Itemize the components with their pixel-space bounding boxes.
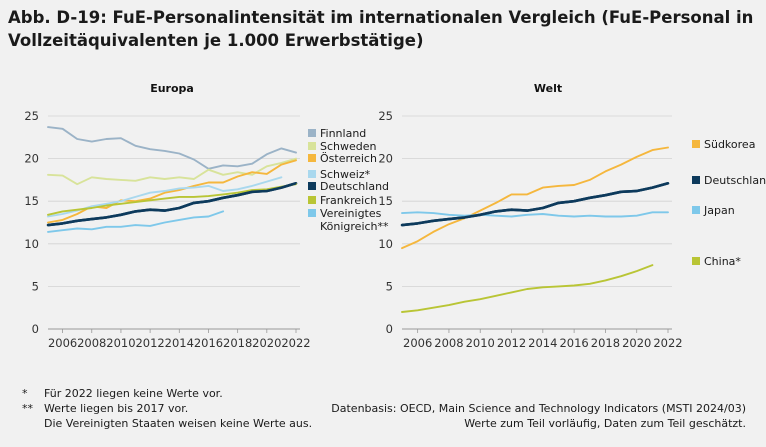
chart-title: Abb. D-19: FuE-Personalintensität im int… <box>8 8 754 50</box>
legend-swatch <box>308 209 316 217</box>
legend-label: Südkorea <box>704 138 755 151</box>
series-line-4 <box>401 264 654 313</box>
legend-label: Vereinigtes <box>320 207 382 220</box>
footnote-mark <box>22 416 44 431</box>
y-tick-label: 10 <box>378 237 393 251</box>
legend-label: Frankreich <box>320 194 377 207</box>
x-tick-label: 2020 <box>622 336 651 350</box>
legend-label: Königreich** <box>320 220 389 233</box>
x-tick-label: 2010 <box>466 336 495 350</box>
legend-label: Österreich <box>320 152 377 165</box>
series-line-7 <box>47 210 225 233</box>
footnote-text: Die Vereinigten Staaten weisen keine Wer… <box>44 417 313 430</box>
panel-title: Europa <box>150 82 194 95</box>
source-note: Datenbasis: OECD, Main Science and Techn… <box>331 401 746 431</box>
legend-swatch <box>308 170 316 178</box>
legend-label: Deutschland <box>704 174 766 187</box>
series-line-2 <box>47 157 297 186</box>
legend-label: Japan <box>703 204 735 217</box>
y-tick-label: 25 <box>24 109 39 123</box>
x-tick-label: 2018 <box>223 336 252 350</box>
x-tick-label: 2008 <box>434 336 463 350</box>
x-tick-label: 2020 <box>252 336 281 350</box>
y-tick-label: 15 <box>378 194 393 208</box>
x-tick-label: 2012 <box>497 336 526 350</box>
y-tick-label: 20 <box>24 152 39 166</box>
x-tick-label: 2014 <box>165 336 194 350</box>
x-tick-label: 2016 <box>194 336 223 350</box>
legend-swatch <box>308 129 316 137</box>
footnote-text: Für 2022 liegen keine Werte vor. <box>44 387 223 400</box>
footnote-text: Werte liegen bis 2017 vor. <box>44 402 189 415</box>
series-line-highlight <box>401 182 669 227</box>
legend-swatch <box>692 206 700 214</box>
footnote-3: Die Vereinigten Staaten weisen keine Wer… <box>22 416 312 431</box>
footnote-mark: * <box>22 387 28 400</box>
series-line-3 <box>401 211 669 218</box>
legend-swatch <box>308 182 316 190</box>
x-tick-label: 2012 <box>135 336 164 350</box>
series-line-highlight <box>47 182 297 227</box>
footnote-1: * Für 2022 liegen keine Werte vor. <box>22 386 312 401</box>
legend-label: Finnland <box>320 127 366 140</box>
x-tick-label: 2014 <box>528 336 557 350</box>
legend-label: Schweden <box>320 140 377 153</box>
legend-swatch <box>308 154 316 162</box>
legend-label: China* <box>704 255 741 268</box>
x-tick-label: 2018 <box>591 336 620 350</box>
series-line-1 <box>47 126 297 170</box>
y-tick-label: 0 <box>386 322 393 336</box>
y-tick-label: 5 <box>386 279 393 293</box>
legend-swatch <box>692 140 700 148</box>
y-tick-label: 10 <box>24 237 39 251</box>
legend-label: Deutschland <box>320 180 389 193</box>
footnotes: * Für 2022 liegen keine Werte vor. ** Wert… <box>22 386 312 431</box>
x-tick-label: 2010 <box>106 336 135 350</box>
y-tick-label: 20 <box>378 152 393 166</box>
legend-swatch <box>692 176 700 184</box>
x-tick-label: 2016 <box>559 336 588 350</box>
y-tick-label: 0 <box>32 322 39 336</box>
x-tick-label: 2022 <box>653 336 682 350</box>
legend-swatch <box>692 257 700 265</box>
x-tick-label: 2006 <box>48 336 77 350</box>
y-tick-label: 15 <box>24 194 39 208</box>
legend-swatch <box>308 196 316 204</box>
y-tick-label: 25 <box>378 109 393 123</box>
x-tick-label: 2008 <box>77 336 106 350</box>
source-line-1: Datenbasis: OECD, Main Science and Techn… <box>331 402 746 415</box>
footnote-2: ** Werte liegen bis 2017 vor. <box>22 401 312 416</box>
source-line-2: Werte zum Teil vorläufig, Daten zum Teil… <box>464 417 746 430</box>
series-line-6 <box>47 183 297 216</box>
panel-title: Welt <box>534 82 562 95</box>
legend-label: Schweiz* <box>320 168 371 181</box>
legend-swatch <box>308 142 316 150</box>
y-tick-label: 5 <box>32 279 39 293</box>
footnote-mark: ** <box>22 402 33 415</box>
x-tick-label: 2022 <box>281 336 310 350</box>
series-line-1 <box>401 146 669 250</box>
panel-1: Europa 0 5 10 15 20 25 2006 2008 2010 2012 2014 2016… <box>24 82 389 350</box>
x-tick-label: 2006 <box>403 336 432 350</box>
